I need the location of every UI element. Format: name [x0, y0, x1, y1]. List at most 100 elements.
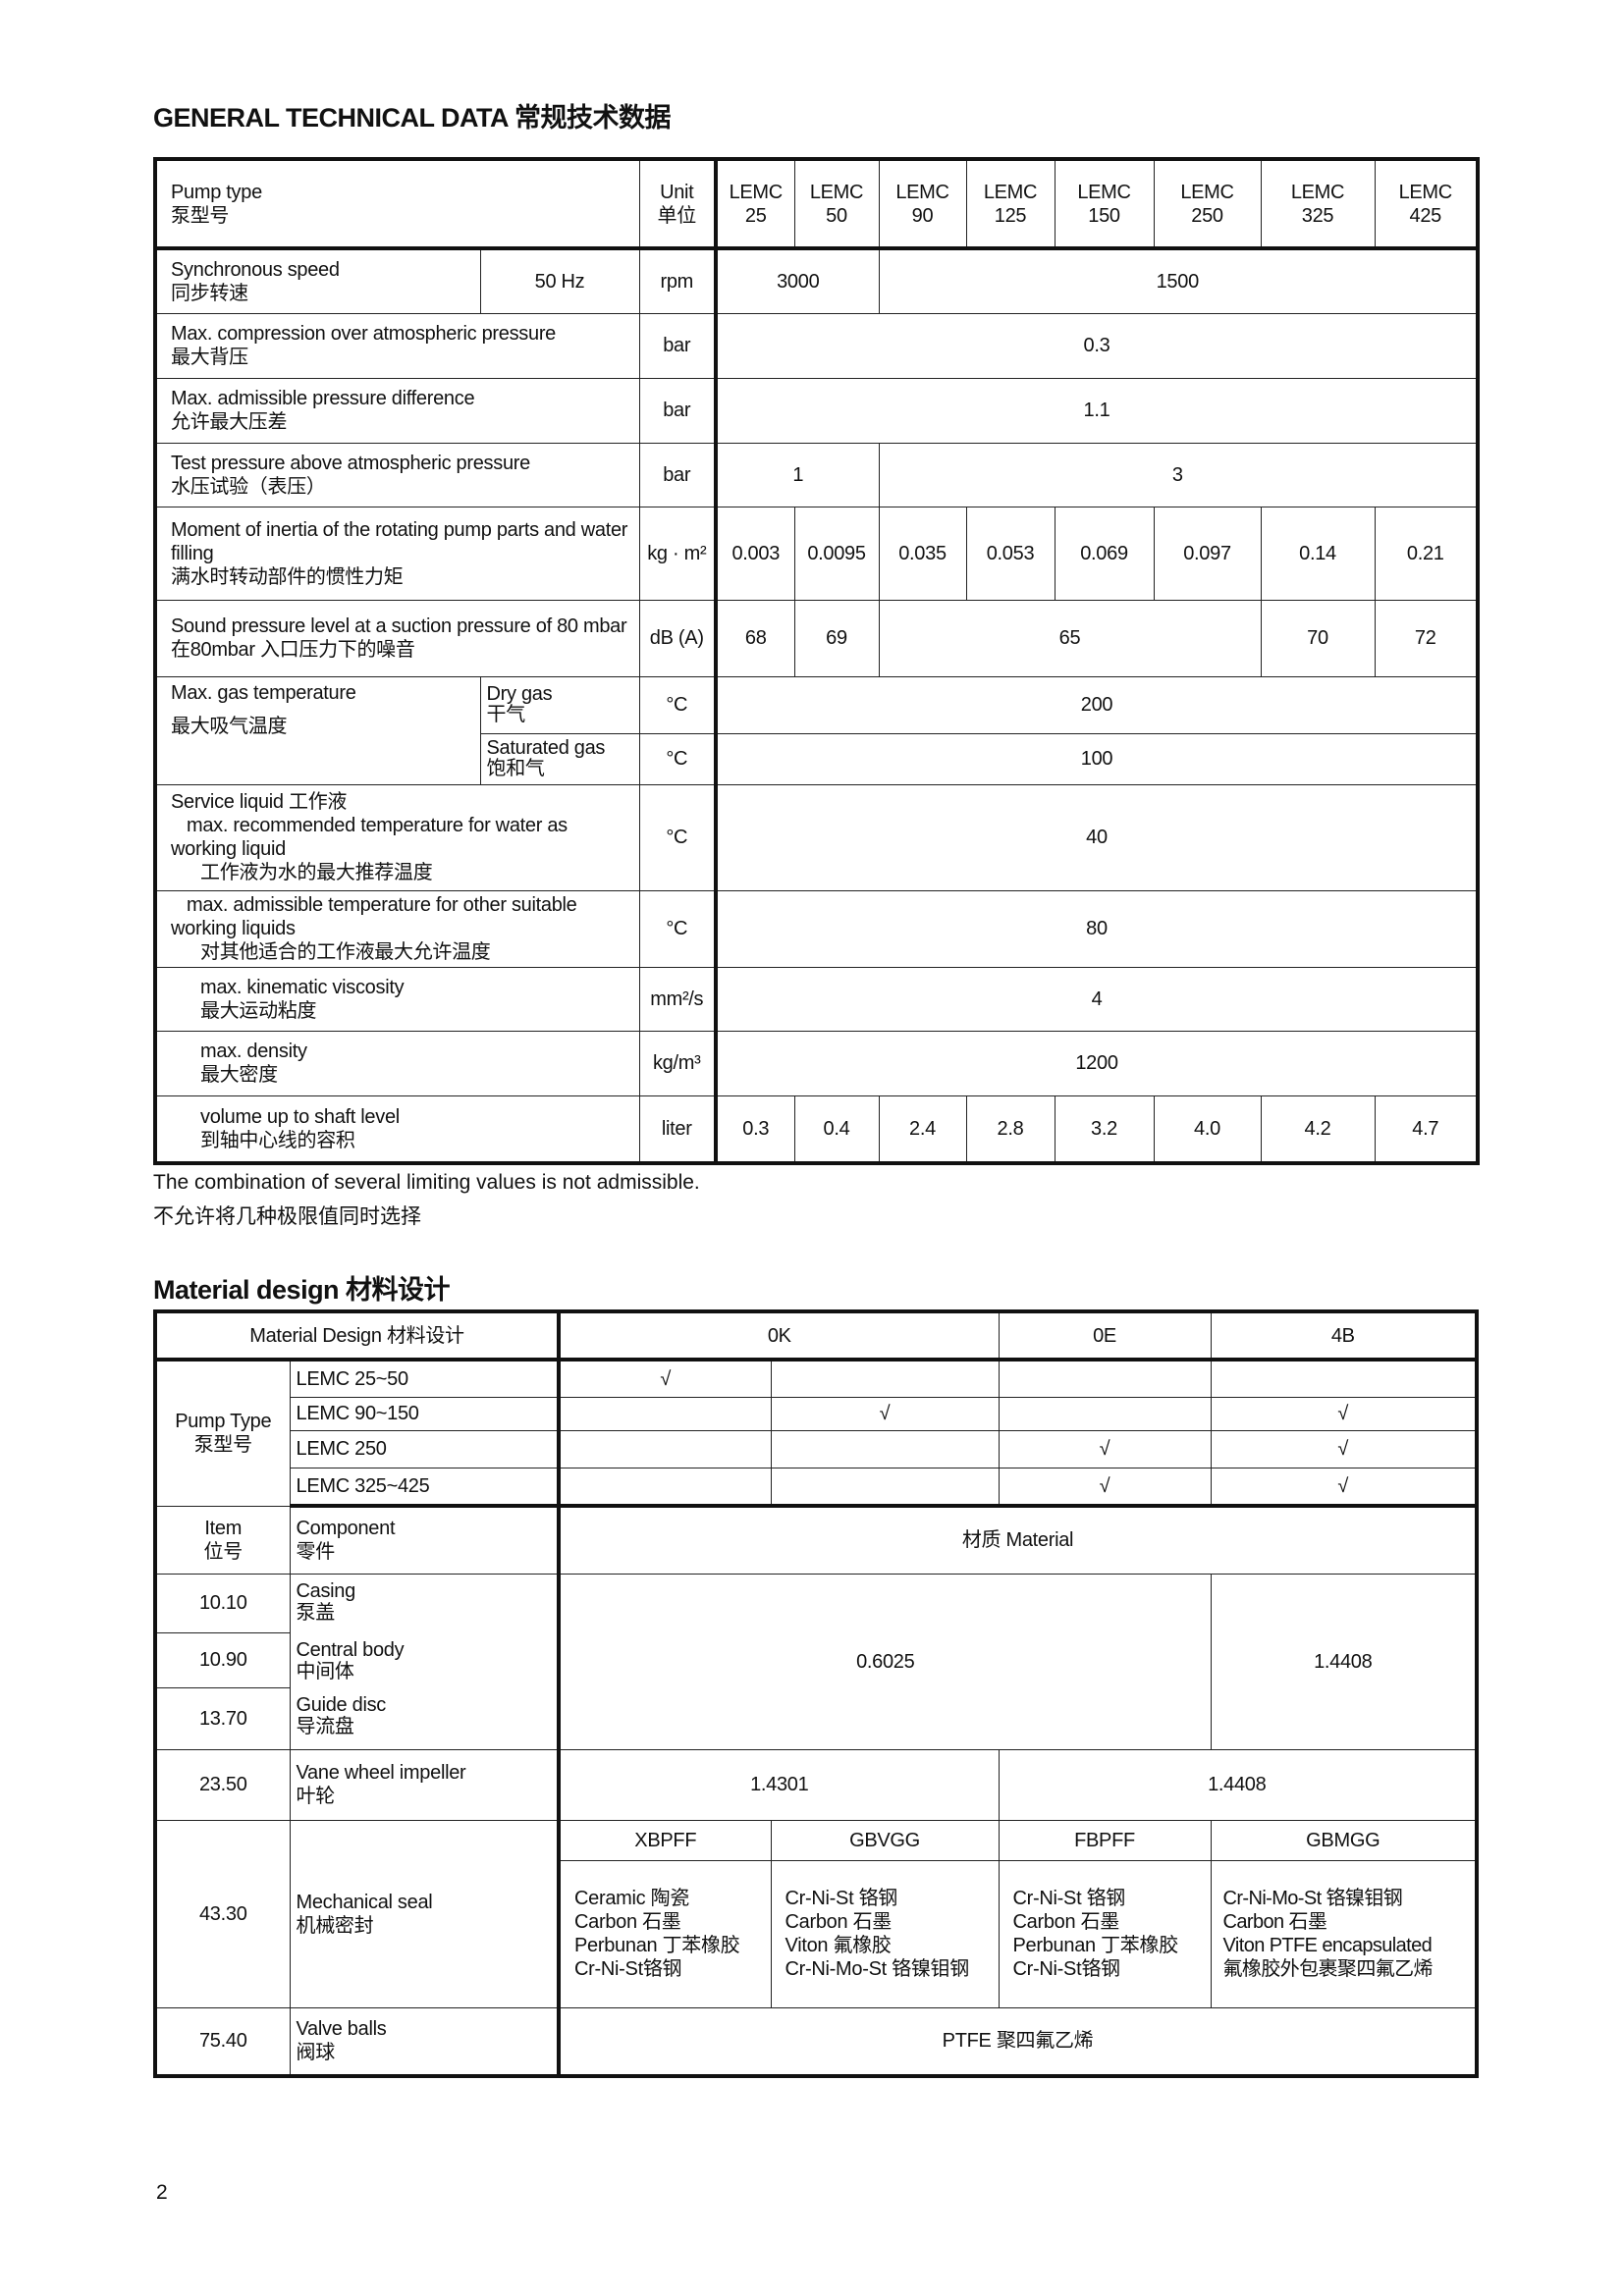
- material-line: 氟橡胶外包裹聚四氟乙烯: [1222, 1958, 1434, 1980]
- item-number: 43.30: [154, 1819, 291, 2008]
- material-line: Carbon 石墨: [574, 1911, 681, 1933]
- material-design-table: Material Design 材料设计 0K 0E 4B Pump Type 泵…: [153, 1309, 1480, 2078]
- model-size: 425: [1409, 204, 1442, 227]
- row-label: max. admissible temperature for other su…: [154, 889, 640, 968]
- pump-range: LEMC 25~50: [289, 1359, 560, 1398]
- dry-gas-row: Max. gas temperature 最大吸气温度 Dry gas 干气 °C …: [154, 675, 1479, 785]
- material-line: Carbon 石墨: [1012, 1911, 1120, 1933]
- label-cn: 机械密封: [296, 1914, 374, 1937]
- speed-row: Synchronous speed 同步转速 50 Hz rpm 3000 150…: [154, 247, 1479, 314]
- empty-cell: [770, 1359, 1000, 1398]
- row-label: Moment of inertia of the rotating pump p…: [154, 506, 640, 601]
- value: 0.4: [793, 1095, 880, 1164]
- label-en: Guide disc: [296, 1693, 387, 1716]
- check-mark: √: [998, 1429, 1212, 1468]
- value: 4.2: [1260, 1095, 1376, 1164]
- seal-materials: Ceramic 陶瓷 Carbon 石墨 Perbunan 丁苯橡胶 Cr-Ni-St…: [557, 1859, 772, 2008]
- check-mark: √: [1210, 1396, 1478, 1431]
- value: 72: [1374, 599, 1479, 677]
- label-cn: 最大密度: [200, 1064, 278, 1086]
- unit: bar: [638, 442, 717, 507]
- check-mark: √: [1210, 1429, 1478, 1468]
- sound-row: Sound pressure level at a suction pressu…: [154, 599, 1479, 677]
- value: 69: [793, 599, 880, 677]
- value: 1200: [714, 1030, 1479, 1096]
- empty-cell: [998, 1396, 1212, 1431]
- seal-code: GBVGG: [770, 1819, 1000, 1861]
- component-header-row: Item 位号 Component 零件 材质 Material: [154, 1505, 1478, 1575]
- pressure-difference-row: Max. admissible pressure difference 允许最大压…: [154, 377, 1479, 444]
- unit: kg · m²: [638, 506, 717, 601]
- seal-code-row: 43.30 Mechanical seal 机械密封 XBPFF GBVGG FB…: [154, 1819, 1478, 2008]
- label-cn: 导流盘: [296, 1715, 354, 1737]
- value: 3.2: [1054, 1095, 1155, 1164]
- value: 0.21: [1374, 506, 1479, 601]
- label-cn: 饱和气: [486, 758, 545, 779]
- unit: bar: [638, 377, 717, 444]
- label-en: Test pressure above atmospheric pressure: [171, 452, 530, 474]
- pump-type-row: Pump Type 泵型号 LEMC 25~50 √: [154, 1359, 1478, 1507]
- model-header: LEMC 325: [1260, 158, 1376, 250]
- material-line: Cr-Ni-St铬钢: [574, 1958, 682, 1980]
- pump-type-row: LEMC 90~150 √ √: [155, 1396, 1478, 1431]
- row-label: Sound pressure level at a suction pressu…: [154, 599, 640, 677]
- model-name: LEMC: [1398, 181, 1453, 203]
- material-line: Cr-Ni-Mo-St 铬镍钼钢: [785, 1958, 970, 1980]
- value: 40: [714, 783, 1479, 891]
- unit: °C: [638, 889, 717, 968]
- label-en: Moment of inertia of the rotating pump p…: [171, 518, 628, 564]
- model-size: 125: [994, 204, 1027, 227]
- component-names: Casing 泵盖 Central body 中间体 Guide disc 导流盘: [289, 1573, 560, 1750]
- model-size: 25: [744, 204, 767, 227]
- row-label: max. kinematic viscosity 最大运动粘度: [154, 966, 640, 1032]
- unit: kg/m³: [638, 1030, 717, 1096]
- seal-materials: Cr-Ni-St 铬钢 Carbon 石墨 Perbunan 丁苯橡胶 Cr-Ni-S…: [998, 1859, 1212, 2008]
- unit: °C: [638, 675, 717, 734]
- component-name: Mechanical seal 机械密封: [289, 1819, 560, 2008]
- label-cn: 泵型号: [193, 1434, 252, 1457]
- value: 1: [714, 442, 880, 507]
- label-cn: 满水时转动部件的惯性力矩: [171, 565, 404, 588]
- seal-material-row: Ceramic 陶瓷 Carbon 石墨 Perbunan 丁苯橡胶 Cr-Ni-St…: [155, 1859, 1478, 2008]
- material-value: 1.4408: [1210, 1573, 1478, 1750]
- label-en: max. density: [200, 1041, 307, 1062]
- label-en: volume up to shaft level: [200, 1105, 400, 1128]
- item-number: 75.40: [154, 2006, 291, 2077]
- note-en: The combination of several limiting valu…: [153, 1171, 700, 1194]
- valve-balls-row: 75.40 Valve balls 阀球 PTFE 聚四氟乙烯: [154, 2006, 1478, 2077]
- component-name: Vane wheel impeller 叶轮: [289, 1748, 560, 1821]
- label-en: Max. gas temperature: [171, 681, 356, 704]
- value: 0.003: [714, 506, 795, 601]
- unit-header: Unit 单位: [638, 158, 717, 250]
- label-en: max. kinematic viscosity: [200, 976, 405, 998]
- label-en: Max. admissible pressure difference: [171, 388, 475, 409]
- row-label: Test pressure above atmospheric pressure…: [154, 442, 640, 507]
- design-0e: 0E: [998, 1310, 1212, 1362]
- label-cn: 对其他适合的工作液最大允许温度: [200, 941, 491, 963]
- label-cn: 叶轮: [296, 1786, 336, 1807]
- label-cn: 干气: [486, 704, 526, 725]
- material-value: 0.6025: [557, 1573, 1212, 1750]
- label-cn: 水压试验（表压）: [171, 475, 326, 498]
- value: 0.069: [1054, 506, 1155, 601]
- model-size: 90: [911, 204, 934, 227]
- label-cn: 在80mbar 入口压力下的噪音: [171, 639, 415, 661]
- unit: mm²/s: [638, 966, 717, 1032]
- item-number: 10.90: [154, 1631, 291, 1688]
- material-line: Carbon 石墨: [785, 1911, 893, 1933]
- general-technical-data-table: Pump type 泵型号 Unit 单位 LEMC 25 LEMC 50 LEMC 90…: [153, 157, 1480, 1165]
- impeller-row: 23.50 Vane wheel impeller 叶轮 1.4301 1.440…: [154, 1748, 1478, 1821]
- model-name: LEMC: [1077, 181, 1131, 203]
- value: 3000: [714, 247, 880, 314]
- item-number: 23.50: [154, 1748, 291, 1821]
- label-en: Mechanical seal: [296, 1891, 433, 1913]
- empty-cell: [770, 1467, 1000, 1508]
- value: 0.3: [714, 1095, 795, 1164]
- value: 0.097: [1153, 506, 1262, 601]
- empty-cell: [557, 1396, 772, 1431]
- material-header: 材质 Material: [557, 1505, 1478, 1575]
- row-label: Service liquid 工作液 max. recommended tempe…: [154, 783, 640, 891]
- label-en: Max. compression over atmospheric pressu…: [171, 323, 557, 345]
- model-header: LEMC 25: [714, 158, 795, 250]
